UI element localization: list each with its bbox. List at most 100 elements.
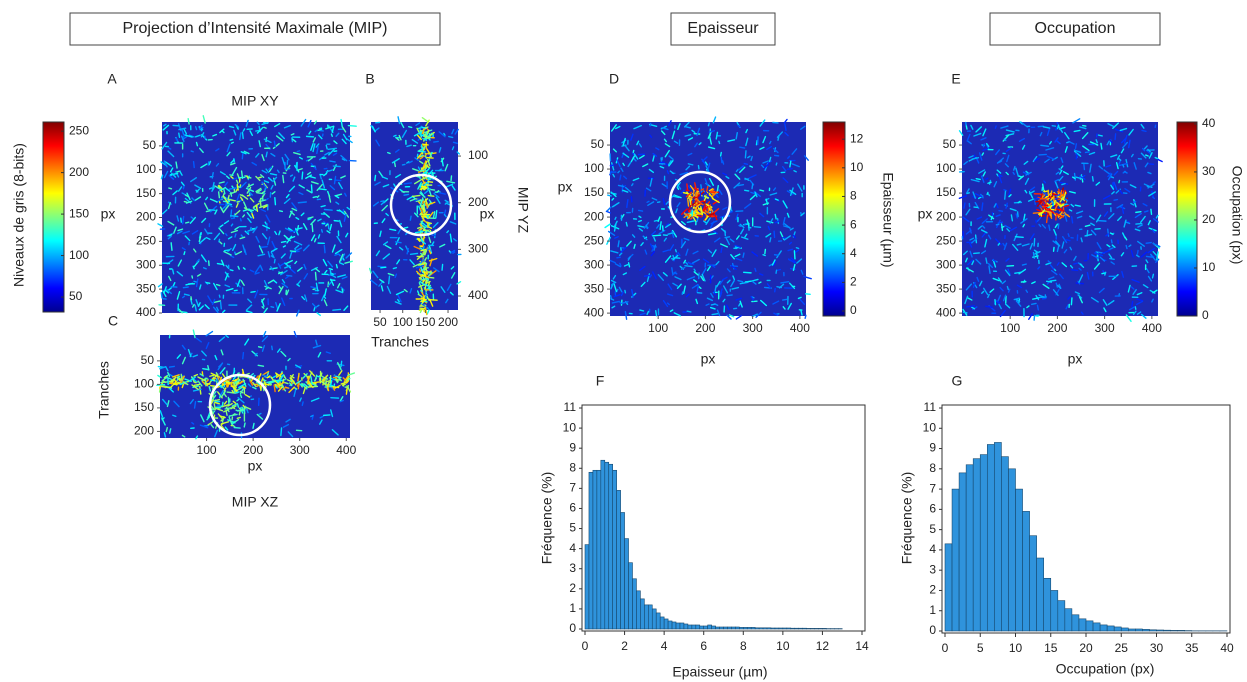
image-speck	[606, 206, 612, 212]
image-speck	[441, 157, 444, 167]
image-speck	[1054, 137, 1059, 143]
image-speck	[284, 265, 291, 269]
image-speck	[1055, 214, 1058, 218]
image-speck	[293, 240, 303, 246]
image-speck	[1140, 152, 1147, 159]
image-speck	[1051, 200, 1055, 205]
image-speck	[648, 274, 653, 279]
image-speck	[214, 401, 220, 405]
image-speck	[401, 163, 406, 166]
image-speck	[334, 179, 342, 182]
image-speck	[698, 188, 702, 197]
image-speck	[318, 134, 323, 140]
bar	[687, 624, 693, 630]
image-speck	[996, 300, 1000, 304]
image-speck	[329, 223, 333, 232]
x-tick-label: 12	[816, 639, 830, 653]
image-speck	[288, 210, 293, 218]
image-speck	[424, 198, 428, 206]
image-speck	[239, 394, 243, 399]
image-speck	[1141, 129, 1147, 133]
image-speck	[283, 374, 287, 380]
image-speck	[274, 196, 277, 206]
x-tick-label: 400	[1142, 321, 1162, 335]
image-speck	[232, 400, 237, 404]
image-speck	[425, 129, 430, 138]
image-speck	[1014, 235, 1024, 239]
image-speck	[671, 130, 676, 140]
image-speck	[181, 344, 186, 350]
image-speck	[339, 396, 344, 402]
image-speck	[984, 238, 988, 248]
image-speck	[411, 139, 419, 144]
x-tick-label: 100	[393, 315, 413, 329]
image-speck	[1064, 213, 1071, 218]
image-speck	[258, 204, 268, 209]
image-speck	[249, 197, 255, 203]
image-speck	[220, 349, 224, 356]
image-speck	[429, 131, 435, 137]
y-tick-label: 4	[569, 541, 576, 555]
image-speck	[666, 302, 670, 306]
image-speck	[702, 267, 707, 275]
image-speck	[1073, 150, 1082, 157]
image-speck	[192, 388, 202, 392]
image-speck	[219, 241, 223, 245]
y-tick-label: 350	[136, 281, 156, 295]
image-speck	[638, 227, 644, 232]
image-speck	[1148, 191, 1156, 197]
image-speck	[248, 208, 253, 213]
bar	[632, 578, 637, 630]
image-speck	[640, 242, 644, 247]
y-tick-label: 3	[569, 561, 576, 575]
image-speck	[610, 250, 619, 254]
image-speck	[1015, 213, 1018, 219]
image-speck	[208, 208, 216, 212]
image-speck	[686, 276, 696, 281]
y-tick-label: 150	[936, 185, 956, 199]
image-speck	[314, 267, 321, 273]
image-speck	[687, 137, 694, 141]
y-tick-label: 50	[143, 138, 157, 152]
image-speck	[387, 272, 395, 277]
image-speck	[398, 246, 404, 251]
image-speck	[420, 236, 424, 241]
image-speck	[1132, 200, 1137, 204]
image-speck	[225, 233, 228, 237]
image-speck	[316, 145, 319, 155]
image-speck	[327, 260, 334, 268]
image-speck	[1035, 200, 1043, 203]
image-speck	[1064, 146, 1068, 153]
bar	[1078, 618, 1087, 632]
image-speck	[978, 152, 983, 161]
image-speck	[294, 260, 298, 265]
image-speck	[1043, 180, 1047, 184]
image-speck	[422, 204, 427, 212]
image-speck	[239, 236, 246, 240]
image-speck	[638, 215, 642, 219]
image-speck	[239, 196, 244, 202]
image-speck	[766, 283, 771, 289]
image-speck	[1120, 252, 1125, 257]
image-speck	[303, 372, 310, 379]
bar	[1128, 628, 1136, 632]
image-speck	[775, 269, 778, 274]
image-speck	[725, 304, 730, 311]
image-speck	[420, 185, 427, 188]
image-speck	[1029, 242, 1034, 250]
image-speck	[993, 203, 997, 208]
image-speck	[980, 193, 984, 199]
image-speck	[699, 188, 705, 191]
image-speck	[667, 160, 672, 166]
image-speck	[683, 285, 686, 295]
image-speck	[205, 330, 214, 337]
image-speck	[1097, 134, 1103, 137]
image-speck	[323, 208, 333, 211]
image-speck	[180, 181, 185, 187]
image-speck	[782, 216, 786, 226]
image-speck	[660, 130, 666, 136]
image-speck	[310, 234, 316, 242]
bar	[703, 625, 708, 630]
image-speck	[1124, 236, 1128, 241]
image-speck	[438, 131, 446, 138]
